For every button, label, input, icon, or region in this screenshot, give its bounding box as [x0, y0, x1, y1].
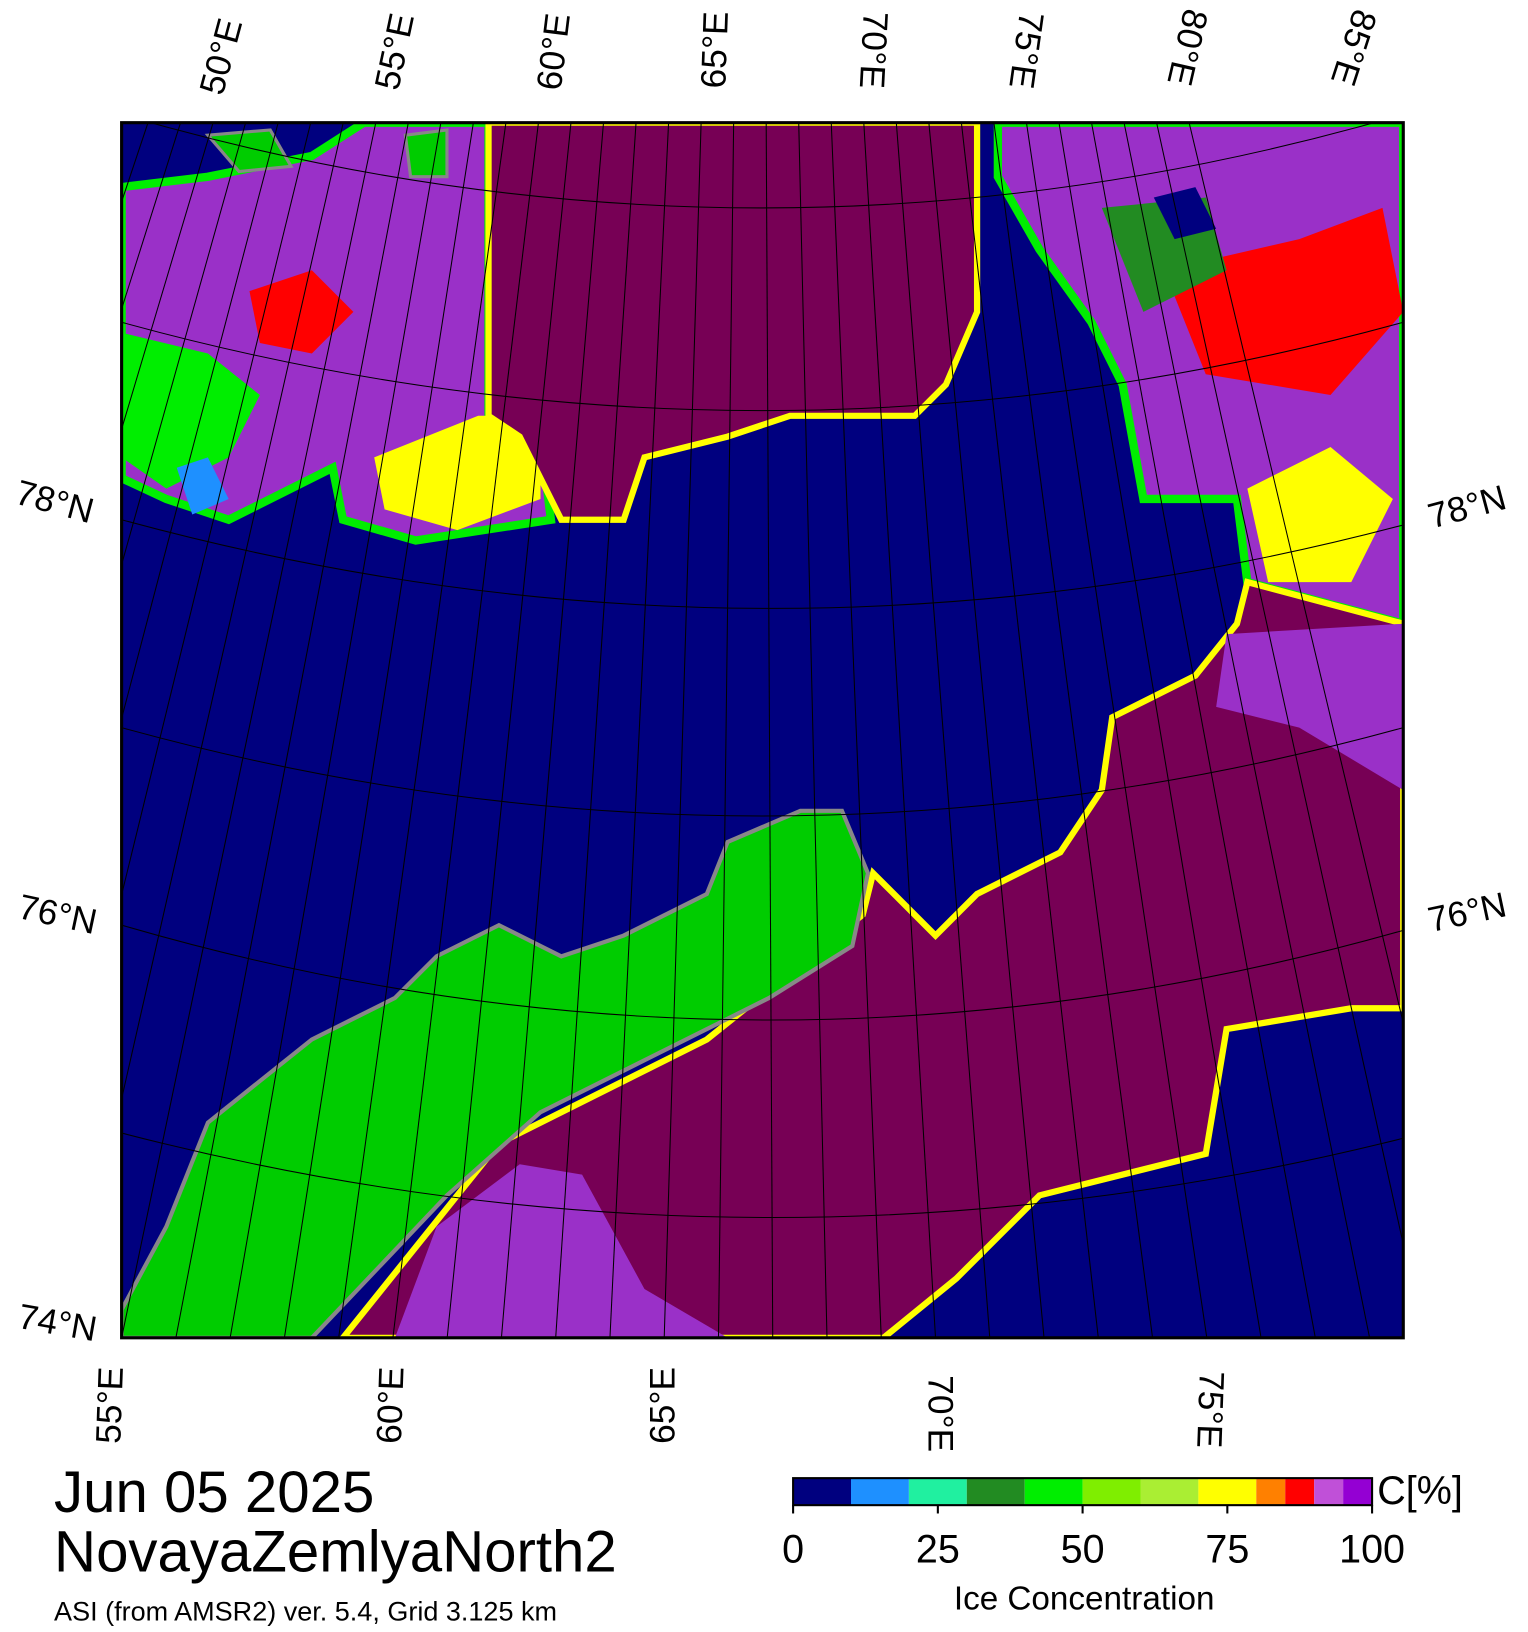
land	[121, 808, 871, 1338]
meridian	[1156, 122, 1404, 1247]
parallel	[121, 321, 1404, 412]
coordinate-label: 65°E	[644, 1367, 683, 1444]
map-frame	[120, 121, 1405, 1340]
parallel	[121, 924, 1404, 1021]
ice-patch	[1164, 207, 1404, 396]
colorbar-tick-label: 25	[916, 1527, 960, 1571]
meridian	[960, 122, 1099, 1338]
colorbar-segment	[1343, 1478, 1373, 1506]
ice-patch	[1216, 623, 1404, 791]
meridian	[765, 122, 774, 1338]
meridian	[121, 122, 312, 897]
meridian	[121, 122, 344, 1102]
meridian	[1188, 122, 1404, 1026]
ice-patch	[1247, 446, 1393, 583]
coordinate-label: 78°N	[1424, 478, 1510, 536]
meridian	[283, 122, 474, 1338]
colorbar-label: Ice Concentration	[954, 1581, 1215, 1618]
meridian	[392, 122, 539, 1338]
meridian	[121, 122, 214, 431]
ice-region	[485, 122, 981, 523]
coordinate-label: 75°E	[1001, 9, 1050, 91]
coordinate-label: 65°E	[694, 11, 736, 89]
meridian	[446, 122, 572, 1338]
colorbar-segment	[1285, 1478, 1315, 1506]
map-area	[0, 122, 1404, 1338]
colorbar-segment	[851, 1478, 909, 1506]
meridian	[555, 122, 637, 1338]
coordinate-label: 74°N	[15, 1297, 100, 1349]
coordinate-label: 75°E	[1189, 1370, 1231, 1448]
coordinate-label: 55°E	[368, 10, 422, 93]
coordinate-label: 76°N	[15, 887, 100, 942]
subtitle: ASI (from AMSR2) ver. 5.4, Grid 3.125 km	[54, 1596, 557, 1626]
colorbar-tick-label: 50	[1061, 1527, 1105, 1571]
meridian	[928, 122, 1045, 1338]
colorbar-segment	[1198, 1478, 1257, 1506]
coordinate-label: 78°N	[11, 473, 97, 531]
meridian	[863, 122, 937, 1338]
land	[403, 128, 449, 179]
meridian	[830, 122, 882, 1338]
colorbar-segment	[1314, 1478, 1344, 1506]
coordinate-label: 60°E	[370, 1366, 412, 1444]
colorbar-segment	[793, 1478, 852, 1506]
meridian	[121, 122, 279, 721]
parallel	[121, 519, 1404, 609]
colorbar-tick-label: 100	[1339, 1527, 1405, 1571]
ice-patch	[1153, 187, 1217, 240]
meridian	[500, 122, 605, 1338]
colorbar-tick-label: 0	[782, 1527, 804, 1571]
meridian	[609, 122, 670, 1338]
coordinate-label: 70°E	[852, 11, 895, 90]
coordinate-label: 80°E	[1159, 5, 1214, 89]
parallel	[121, 727, 1404, 817]
meridian	[121, 122, 377, 1338]
graticule	[0, 122, 1404, 1338]
meridian	[175, 122, 409, 1338]
meridian	[0, 123, 115, 1338]
colorbar-unit: C[%]	[1377, 1469, 1463, 1513]
colorbar-segment	[966, 1478, 1025, 1506]
colorbar-segment	[908, 1478, 967, 1506]
ice-patch	[249, 270, 354, 354]
meridian	[663, 122, 702, 1338]
date-title: Jun 05 2025	[54, 1460, 374, 1525]
region-title: NovayaZemlyaNorth2	[54, 1519, 617, 1584]
meridian	[1058, 122, 1262, 1338]
meridian	[1025, 122, 1208, 1338]
meridian	[798, 122, 828, 1338]
meridian	[121, 122, 247, 567]
parallel	[148, 122, 1376, 209]
ice-patch	[176, 457, 229, 515]
colorbar-segment	[1256, 1478, 1286, 1506]
meridian	[229, 122, 442, 1338]
coordinate-label: 60°E	[530, 11, 578, 92]
coordinate-label: 85°E	[1323, 5, 1384, 90]
coordinate-label: 76°N	[1425, 885, 1510, 940]
meridian	[1123, 122, 1371, 1338]
meridian	[717, 122, 735, 1338]
colorbar-segment	[1140, 1478, 1199, 1506]
colorbar-tick-label: 75	[1205, 1527, 1249, 1571]
meridian	[993, 122, 1154, 1338]
parallel	[121, 1132, 1404, 1219]
coordinate-label: 70°E	[920, 1375, 959, 1452]
land	[204, 128, 294, 174]
coordinate-label: 50°E	[193, 14, 251, 98]
colorbar-segment	[1024, 1478, 1083, 1506]
ice-patch	[121, 332, 260, 489]
colorbar-segment	[1082, 1478, 1141, 1506]
coordinate-label: 55°E	[89, 1366, 131, 1444]
meridian	[895, 122, 991, 1338]
meridian	[1091, 122, 1316, 1338]
meridian	[338, 122, 507, 1338]
